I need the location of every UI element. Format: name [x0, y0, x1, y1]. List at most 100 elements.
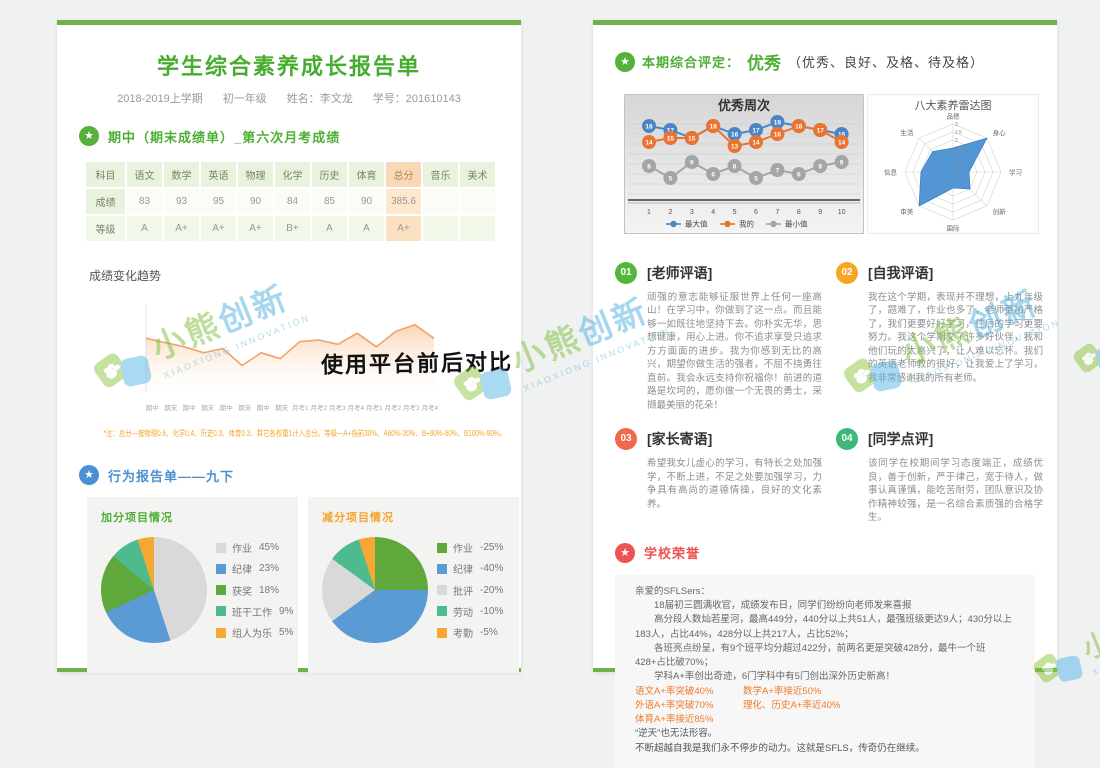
- svg-text:创新: 创新: [993, 207, 1007, 216]
- comment-number-badge: 01: [615, 262, 637, 284]
- score-cell: A+: [201, 216, 236, 241]
- svg-text:17: 17: [817, 127, 825, 134]
- watermark: 小熊创新 XIAOXIONG INNOVATION: [1066, 269, 1100, 387]
- honors-line: 18届初三圆满收官，成绩发布日，同学们纷纷向老师发来喜报: [654, 600, 912, 612]
- minus-pie-title: 减分项目情况: [322, 512, 394, 524]
- summary-charts: 优秀周次859685768918171518161719181716141515…: [624, 94, 1057, 234]
- score-cell: 体育: [349, 162, 384, 187]
- score-cell: A: [312, 216, 347, 241]
- svg-text:8: 8: [818, 163, 822, 170]
- svg-text:1.5: 1.5: [955, 146, 962, 152]
- trend-x-axis-labels: 期中 期末 期中 期末 期中 期末 期中 期末 月考1 月考2 月考3 月考4 月考1 月考2 月考3 月考4: [143, 402, 439, 412]
- comments-grid: 01 [老师评语] 顽强的意志能够征服世界上任何一座高山！在学习中，你做到了这一…: [615, 262, 1043, 525]
- honors-paragraphs: 18届初三圆满收官，成绩发布日，同学们纷纷向老师发来喜报 高分段人数灿若星河，最高…: [635, 599, 1015, 685]
- score-cell: A+: [238, 216, 273, 241]
- svg-text:18: 18: [645, 123, 653, 130]
- score-cell: A+: [386, 216, 421, 241]
- svg-text:15: 15: [667, 135, 675, 142]
- svg-text:身心: 身心: [993, 128, 1007, 137]
- svg-text:我的: 我的: [739, 219, 754, 229]
- svg-text:国际: 国际: [947, 224, 961, 233]
- honors-line: 不断超越自我是我们永不停步的动力。这就是SFLS，传奇仍在继续。: [635, 742, 925, 754]
- comment-title: [同学点评]: [868, 431, 934, 448]
- legend-swatch: [216, 563, 226, 574]
- svg-text:5: 5: [669, 175, 673, 182]
- x-tick-label: 月考2: [384, 405, 402, 412]
- comment-title: [家长寄语]: [647, 431, 713, 448]
- svg-text:16: 16: [838, 131, 846, 138]
- svg-text:7: 7: [775, 209, 779, 216]
- score-cell: 385.6: [386, 189, 421, 214]
- x-tick-label: 期中: [256, 405, 270, 412]
- behavior-pie-charts: 加分项目情况 作业 45% 纪律 23% 获奖 18% 班干工作 9% 组人为乐 5% 减分项目情…: [87, 497, 521, 673]
- rating-scale: （优秀、良好、及格、待及格）: [788, 55, 985, 70]
- svg-text:4: 4: [711, 209, 715, 216]
- svg-text:18: 18: [710, 123, 718, 130]
- minus-pie-chart: [322, 537, 428, 643]
- honors-stats: 语文A+率突破40% 数学A+率接近50% 外语A+率突破70% 理化、历史A+率近4…: [635, 685, 1015, 728]
- plus-pie-title: 加分项目情况: [101, 512, 173, 524]
- svg-text:19: 19: [774, 119, 782, 126]
- svg-text:9: 9: [690, 159, 694, 166]
- student-meta: 2018-2019上学期 初一年级 姓名：李文龙 学号：201610143: [57, 90, 521, 106]
- score-cell: A+: [164, 216, 199, 241]
- score-cell: 成绩: [86, 189, 125, 214]
- svg-text:16: 16: [774, 131, 782, 138]
- meta-grade: 初一年级: [222, 93, 267, 105]
- school-honors-panel: 亲爱的SFLSers： 18届初三圆满收官，成绩发布日，同学们纷纷向老师发来喜报…: [615, 574, 1035, 768]
- classmate-comment: 04 [同学点评] 该同学在校期间学习态度端正，成绩优良，善于创新，严于律己，宽…: [836, 428, 1043, 524]
- x-tick-label: 月考1: [365, 405, 383, 412]
- score-cell: 化学: [275, 162, 310, 187]
- report-page-1: 学生综合素养成长报告单 2018-2019上学期 初一年级 姓名：李文龙 学号：…: [57, 20, 521, 673]
- svg-text:17: 17: [752, 127, 760, 134]
- trend-chart-title: 成绩变化趋势: [89, 269, 162, 283]
- svg-text:7: 7: [776, 167, 780, 174]
- svg-text:8: 8: [797, 209, 801, 216]
- x-tick-label: 期中: [145, 405, 159, 412]
- svg-text:3: 3: [690, 209, 694, 216]
- comment-body: 我在这个学期，表现并不理想，上九年级了，题难了，作业也多了，老师更加严格了，我们…: [868, 292, 1043, 384]
- svg-text:信息: 信息: [884, 168, 898, 177]
- svg-text:8: 8: [647, 163, 651, 170]
- svg-text:10: 10: [838, 209, 846, 216]
- legend-item: 作业 -25%: [437, 540, 503, 555]
- comment-body: 希望我女儿虚心的学习，有特长之处加强学，不断上进，不足之处要加强学习，力争具有高…: [647, 458, 822, 510]
- svg-text:13: 13: [731, 143, 739, 150]
- svg-text:学习: 学习: [1009, 168, 1022, 177]
- svg-text:14: 14: [838, 139, 846, 146]
- legend-item: 纪律 -40%: [437, 561, 503, 576]
- honors-line: 学科A+率创出奇迹，6门学科中有5门创出深外历史新高！: [654, 671, 895, 683]
- self-comment: 02 [自我评语] 我在这个学期，表现并不理想，上九年级了，题难了，作业也多了，…: [836, 262, 1043, 412]
- honors-stat-line: 外语A+率突破70% 理化、历史A+率近40%: [635, 699, 841, 711]
- comment-title: [自我评语]: [868, 265, 934, 281]
- svg-text:5: 5: [733, 209, 737, 216]
- watermark-text: 小熊: [1078, 612, 1100, 665]
- x-tick-label: 期末: [201, 405, 215, 412]
- score-cell: 物理: [238, 162, 273, 187]
- score-cell: 90: [349, 189, 384, 214]
- honors-stat-line: 语文A+率突破40% 数学A+率接近50%: [635, 685, 822, 697]
- svg-text:生活: 生活: [900, 128, 914, 137]
- svg-text:品德: 品德: [947, 112, 961, 121]
- score-cell: [423, 189, 458, 214]
- section-behavior-report: ★ 行为报告单——九下: [79, 465, 521, 485]
- svg-text:5: 5: [754, 175, 758, 182]
- svg-text:6: 6: [754, 209, 758, 216]
- legend-item: 劳动 -10%: [437, 604, 503, 619]
- meta-student-id: 学号：201610143: [372, 93, 461, 105]
- x-tick-label: 期末: [275, 405, 289, 412]
- rating-value: 优秀: [747, 54, 782, 73]
- legend-item: 组人为乐 5%: [216, 625, 293, 640]
- report-preview-canvas: { "watermark": {"cn1": "小熊", "cn2": "创新"…: [57, 20, 1100, 754]
- overlay-calligraphy-text: 使用平台前后对比: [320, 349, 514, 378]
- x-tick-label: 月考4: [347, 405, 365, 412]
- section-school-honors: ★ 学校荣誉: [615, 542, 1057, 563]
- star-badge-icon: ★: [79, 126, 99, 146]
- svg-text:2.5: 2.5: [955, 130, 962, 136]
- score-cell: 95: [201, 189, 236, 214]
- score-cell: 90: [238, 189, 273, 214]
- score-cell: 数学: [164, 162, 199, 187]
- svg-text:9: 9: [840, 159, 844, 166]
- legend-item: 作业 45%: [216, 540, 293, 555]
